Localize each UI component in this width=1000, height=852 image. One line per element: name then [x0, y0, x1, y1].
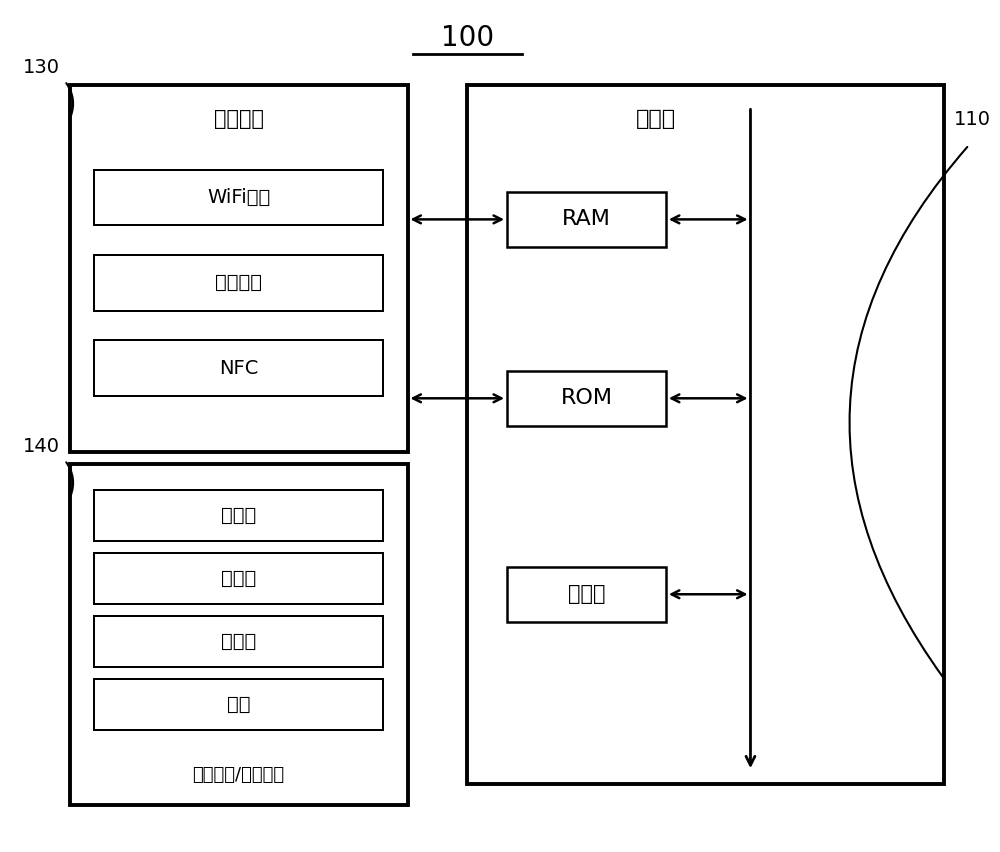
Text: 130: 130 — [23, 58, 60, 77]
Bar — [507, 192, 666, 247]
Bar — [467, 85, 944, 784]
Text: 控制器: 控制器 — [636, 109, 676, 130]
Text: 蓝牙模块: 蓝牙模块 — [215, 273, 262, 292]
Text: RAM: RAM — [562, 210, 611, 229]
Bar — [94, 256, 383, 311]
Bar — [94, 170, 383, 225]
Text: 100: 100 — [441, 25, 494, 52]
Bar — [70, 464, 408, 805]
Text: 触摸板: 触摸板 — [221, 569, 256, 588]
Text: 140: 140 — [23, 437, 60, 456]
Text: 通信接口: 通信接口 — [214, 109, 264, 130]
Bar — [94, 616, 383, 667]
Text: NFC: NFC — [219, 359, 258, 377]
Bar — [94, 340, 383, 395]
Text: ROM: ROM — [560, 389, 612, 408]
Text: WiFi芯片: WiFi芯片 — [207, 188, 270, 207]
Bar — [507, 371, 666, 426]
Text: 按键: 按键 — [227, 695, 250, 714]
Text: 110: 110 — [954, 110, 991, 129]
Text: 用户输入/输出接口: 用户输入/输出接口 — [192, 766, 285, 785]
Bar — [70, 85, 408, 452]
Bar — [94, 490, 383, 541]
Text: 麦克风: 麦克风 — [221, 506, 256, 525]
Bar — [507, 567, 666, 622]
Text: 处理器: 处理器 — [568, 584, 605, 604]
Bar — [94, 679, 383, 730]
Text: 传感器: 传感器 — [221, 632, 256, 651]
Bar — [94, 553, 383, 604]
